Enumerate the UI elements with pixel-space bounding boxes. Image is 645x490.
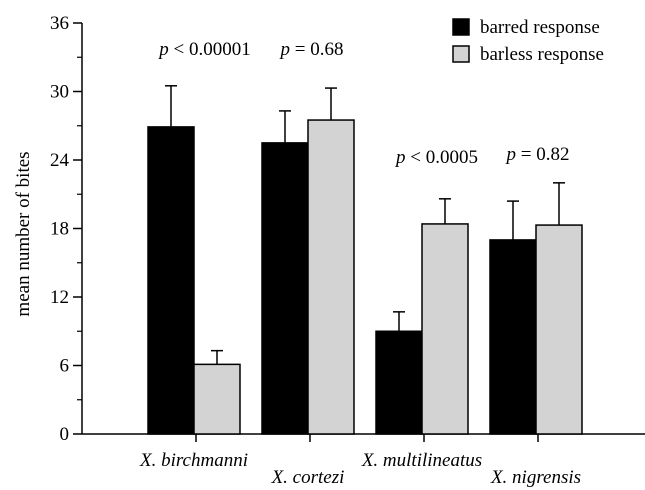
legend: barred response barless response	[452, 17, 604, 65]
p-value-annotation: p < 0.00001	[157, 39, 250, 60]
p-value-annotation: p = 0.82	[505, 144, 570, 165]
x-category-label: X. multilineatus	[361, 450, 482, 471]
y-axis-label: mean number of bites	[13, 151, 34, 316]
bar-barred	[375, 330, 423, 435]
legend-swatch-barless	[452, 45, 470, 63]
y-tick-label: 24	[50, 150, 70, 171]
bar-barless	[307, 119, 355, 435]
bar-barless	[421, 223, 469, 435]
bar-barless	[535, 224, 583, 435]
x-category-label: X. nigrensis	[490, 467, 581, 488]
y-tick-label: 12	[50, 287, 69, 308]
legend-label-barred: barred response	[480, 17, 600, 38]
bar-barred	[147, 126, 195, 435]
p-value-annotation: p = 0.68	[279, 39, 344, 60]
bar-barless	[193, 363, 241, 435]
bar-barred	[489, 239, 537, 435]
y-tick-label: 30	[50, 82, 69, 103]
y-tick-label: 0	[60, 424, 70, 445]
y-tick-label: 18	[50, 219, 69, 240]
x-category-label: X. cortezi	[271, 467, 345, 488]
annotations: p < 0.00001 p = 0.68 p < 0.0005 p = 0.82	[157, 39, 569, 168]
x-category-label: X. birchmanni	[139, 450, 248, 471]
bars	[147, 85, 583, 435]
legend-label-barless: barless response	[480, 44, 604, 65]
legend-swatch-barred	[452, 18, 470, 36]
bar-barred	[261, 142, 309, 435]
y-tick-label: 6	[60, 356, 70, 377]
y-tick-label: 36	[50, 13, 69, 34]
p-value-annotation: p < 0.0005	[394, 147, 478, 168]
